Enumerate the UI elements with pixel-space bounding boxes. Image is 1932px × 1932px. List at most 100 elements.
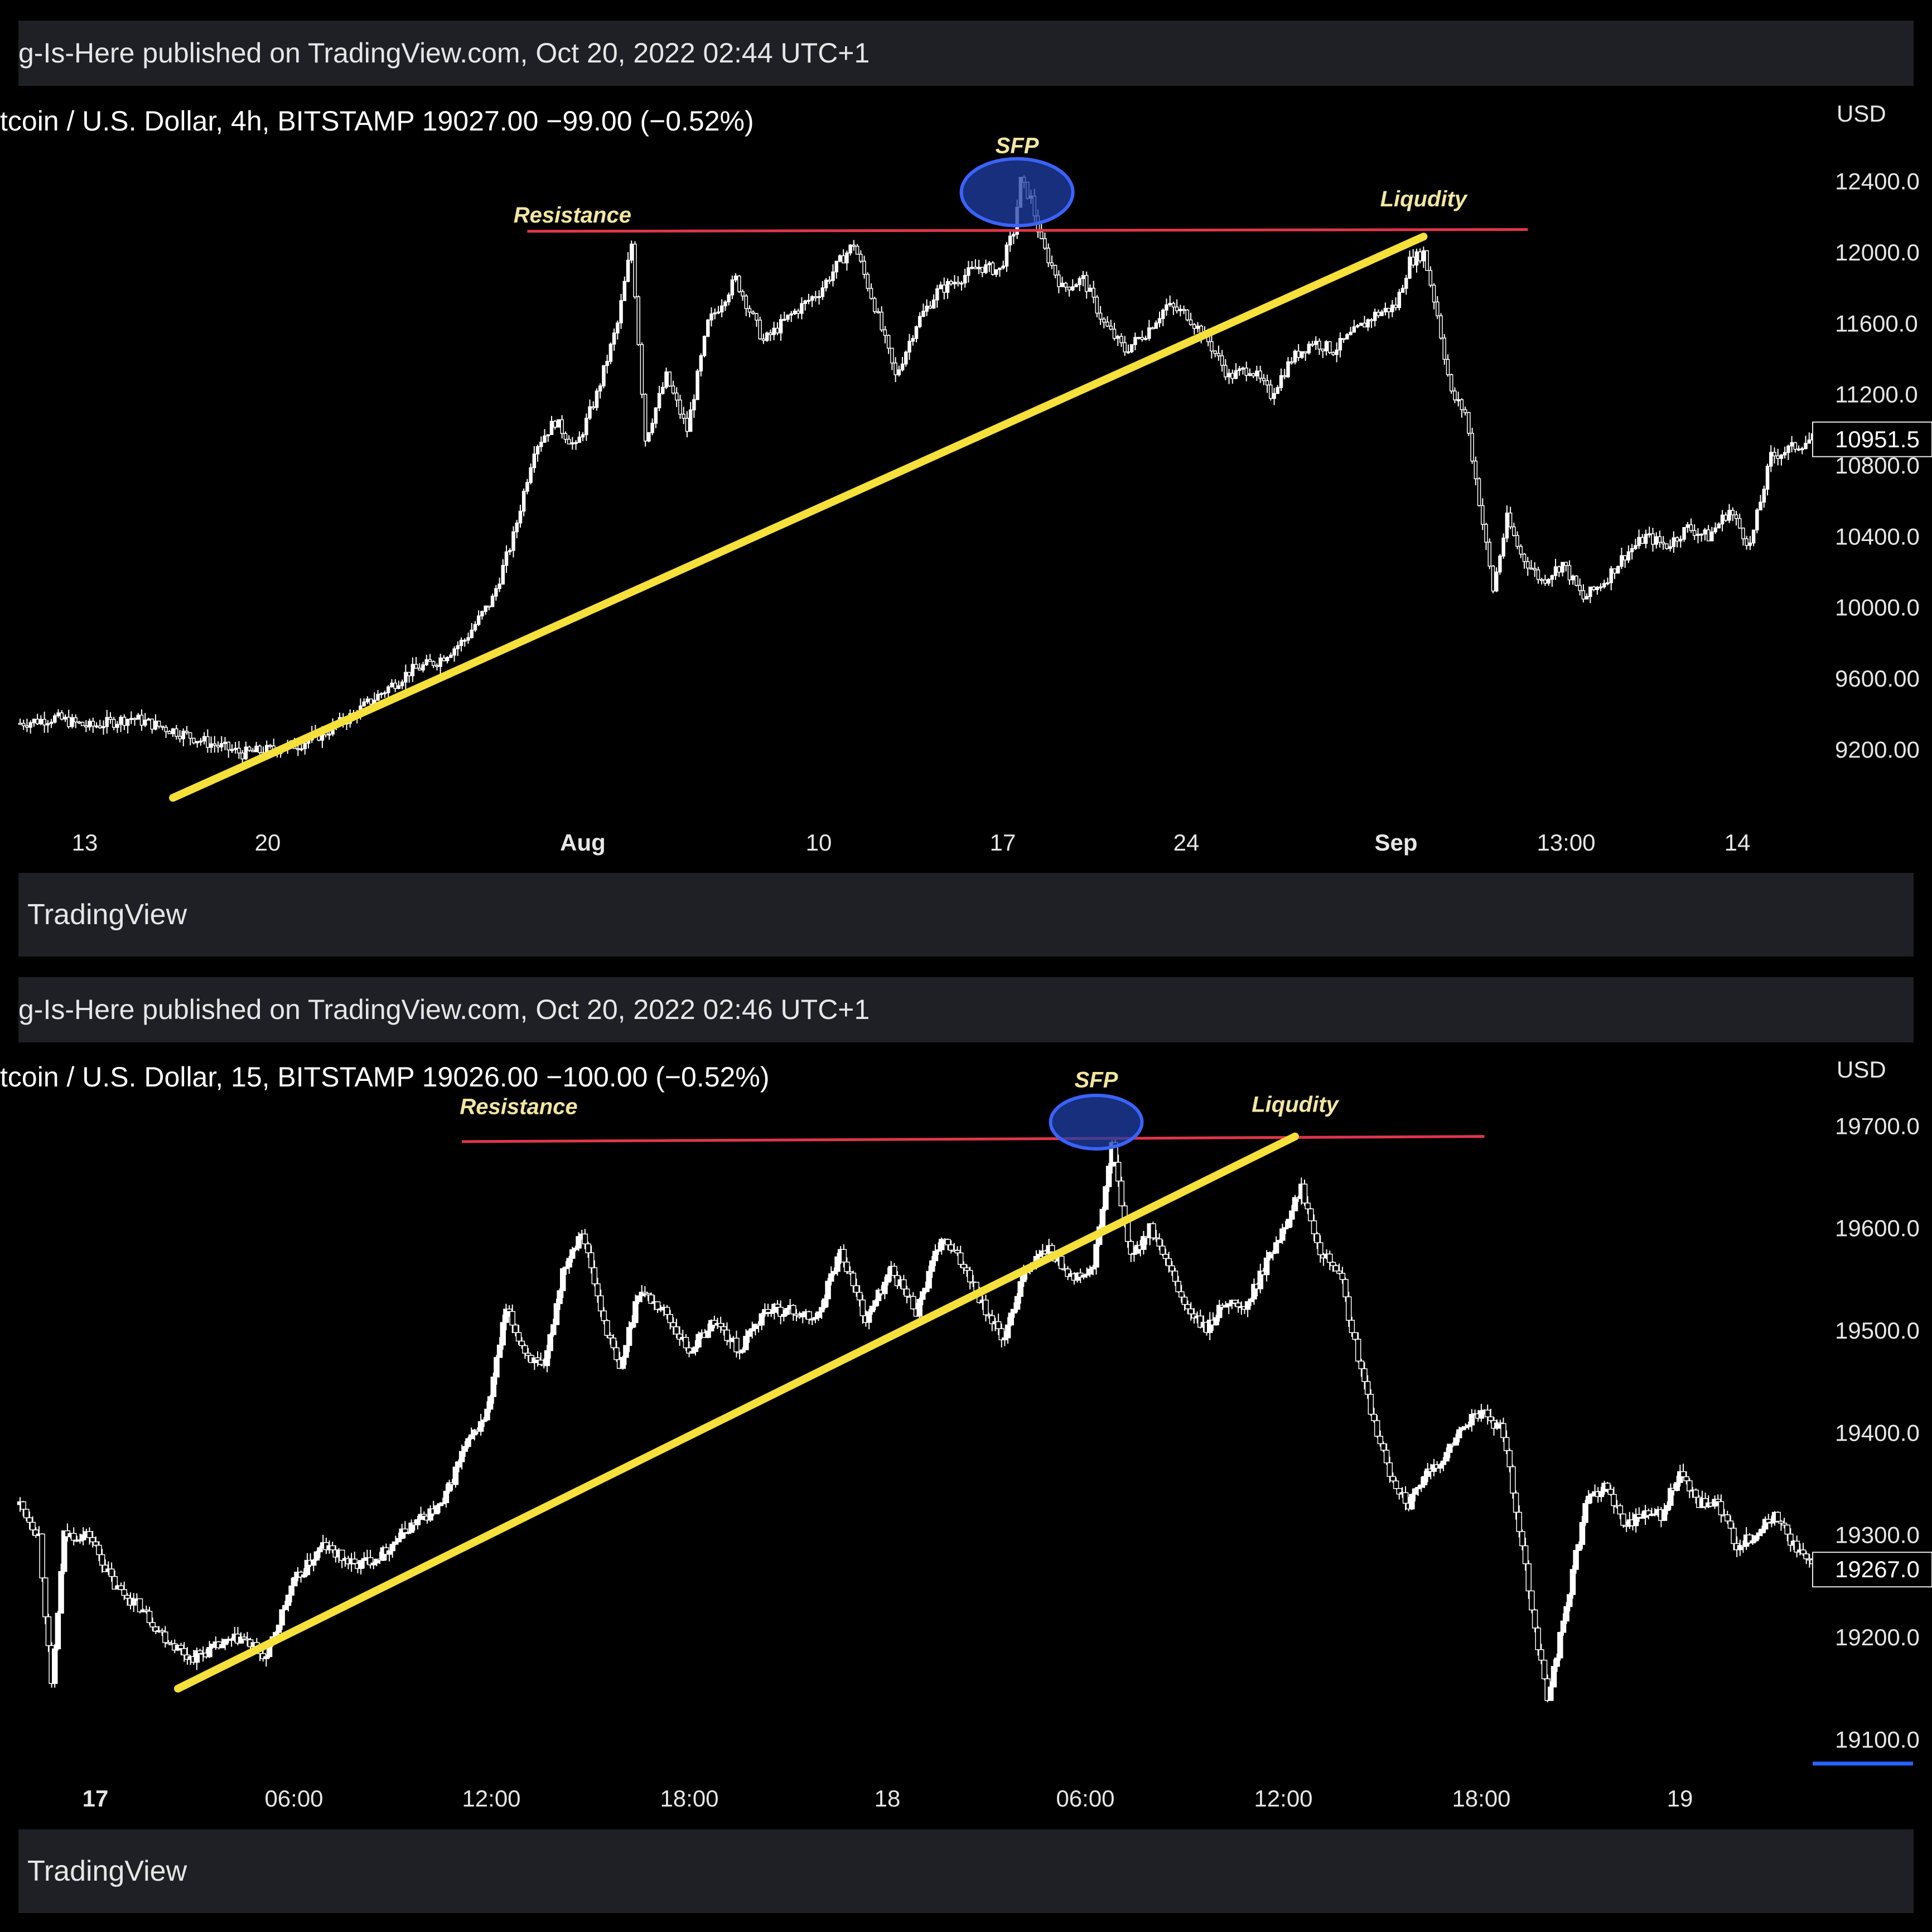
- candle: [439, 1498, 446, 1506]
- candle: [1532, 1609, 1538, 1632]
- candle: [1487, 538, 1491, 569]
- candle: [1361, 1362, 1368, 1390]
- candle: [1126, 344, 1131, 354]
- candle: [86, 1527, 93, 1545]
- price-chart-15m[interactable]: Resistance SFP Liqudity 19100.0 19200.0 19300…: [0, 957, 1932, 1827]
- candle: [1699, 533, 1703, 542]
- candle: [161, 726, 165, 731]
- x-tick-label: 19: [1667, 1785, 1693, 1812]
- candle: [793, 308, 797, 315]
- candle: [1182, 305, 1186, 315]
- candle: [692, 394, 696, 418]
- candle: [465, 1437, 471, 1449]
- trendline[interactable]: [169, 233, 1428, 802]
- candle: [765, 1303, 771, 1317]
- candle: [77, 1533, 83, 1544]
- candle: [995, 1313, 1002, 1335]
- candle: [1002, 1331, 1008, 1346]
- candle: [471, 1428, 478, 1441]
- candle: [1640, 534, 1645, 544]
- candle: [931, 294, 936, 310]
- candle: [572, 1245, 579, 1252]
- candle: [571, 437, 574, 450]
- candle: [1241, 366, 1245, 375]
- candle: [99, 1549, 105, 1573]
- candle: [1244, 361, 1248, 381]
- candle: [1751, 529, 1756, 547]
- candle: [1160, 1239, 1166, 1257]
- candle: [433, 1505, 440, 1515]
- candle: [875, 1288, 882, 1306]
- x-tick-label: 18:00: [660, 1785, 718, 1812]
- candle: [139, 709, 144, 731]
- candle: [1734, 511, 1738, 526]
- price-chart-4h[interactable]: Resistance SFP Liqudity 9200.00 9600.00 10000…: [0, 0, 1932, 870]
- publisher-text: g-Is-Here published on TradingView.com, …: [18, 37, 870, 69]
- candle: [733, 1330, 740, 1358]
- candle: [150, 718, 154, 734]
- trendline[interactable]: [173, 1132, 1300, 1693]
- candle: [1004, 1317, 1011, 1344]
- candle: [525, 1347, 532, 1362]
- last-price-label: 19267.0: [1835, 1556, 1920, 1582]
- tradingview-brand[interactable]: TradingView: [27, 899, 187, 931]
- candle: [55, 1611, 61, 1651]
- candle: [1300, 351, 1304, 359]
- candle: [1756, 1529, 1762, 1540]
- candle: [149, 1617, 156, 1631]
- candle: [102, 1559, 109, 1572]
- candle: [850, 1271, 857, 1293]
- candle: [1447, 1443, 1453, 1458]
- candle: [1133, 332, 1137, 351]
- candle: [709, 307, 713, 327]
- resistance-line[interactable]: [527, 228, 1528, 233]
- candle: [1060, 277, 1064, 287]
- y-tick-label: 19700.0: [1835, 1113, 1920, 1139]
- sfp-ellipse[interactable]: [959, 157, 1075, 228]
- candle: [1737, 513, 1742, 529]
- candle: [28, 720, 32, 734]
- candle: [713, 308, 717, 320]
- candle: [1317, 338, 1321, 355]
- candle: [845, 250, 849, 271]
- candle: [635, 1295, 642, 1305]
- candle: [1004, 241, 1009, 272]
- candle: [574, 439, 578, 450]
- candle: [1616, 566, 1620, 574]
- candle: [1161, 308, 1165, 326]
- resistance-line[interactable]: [462, 1135, 1485, 1143]
- candle: [1279, 1224, 1286, 1244]
- candle: [685, 411, 689, 438]
- candle: [557, 419, 561, 428]
- tradingview-brand[interactable]: TradingView: [27, 1855, 187, 1887]
- candle: [1553, 558, 1558, 580]
- candle: [102, 720, 105, 735]
- candle: [1185, 1300, 1191, 1315]
- candle: [33, 1527, 39, 1538]
- candle: [1506, 1448, 1513, 1472]
- sfp-ellipse[interactable]: [1049, 1093, 1144, 1151]
- y-tick-label: 10000.0: [1835, 595, 1920, 621]
- candle: [1741, 527, 1745, 546]
- candle: [56, 709, 60, 718]
- candle: [1574, 575, 1578, 587]
- candle: [1165, 298, 1168, 316]
- candle: [1759, 1525, 1765, 1537]
- candle: [108, 1562, 115, 1582]
- x-tick-label: 17: [83, 1785, 109, 1812]
- candle: [686, 1341, 692, 1358]
- candle: [51, 1644, 58, 1688]
- candle: [859, 1295, 866, 1324]
- candle: [1248, 1297, 1254, 1306]
- candle: [1703, 528, 1707, 541]
- candle: [925, 299, 929, 316]
- candle: [1665, 543, 1669, 550]
- candle: [459, 637, 463, 652]
- candle: [576, 1231, 582, 1252]
- candle: [1563, 1602, 1569, 1624]
- candle: [721, 1323, 727, 1336]
- candle: [956, 276, 960, 287]
- candle: [362, 698, 366, 707]
- candle: [247, 745, 252, 752]
- candle: [1308, 1208, 1314, 1221]
